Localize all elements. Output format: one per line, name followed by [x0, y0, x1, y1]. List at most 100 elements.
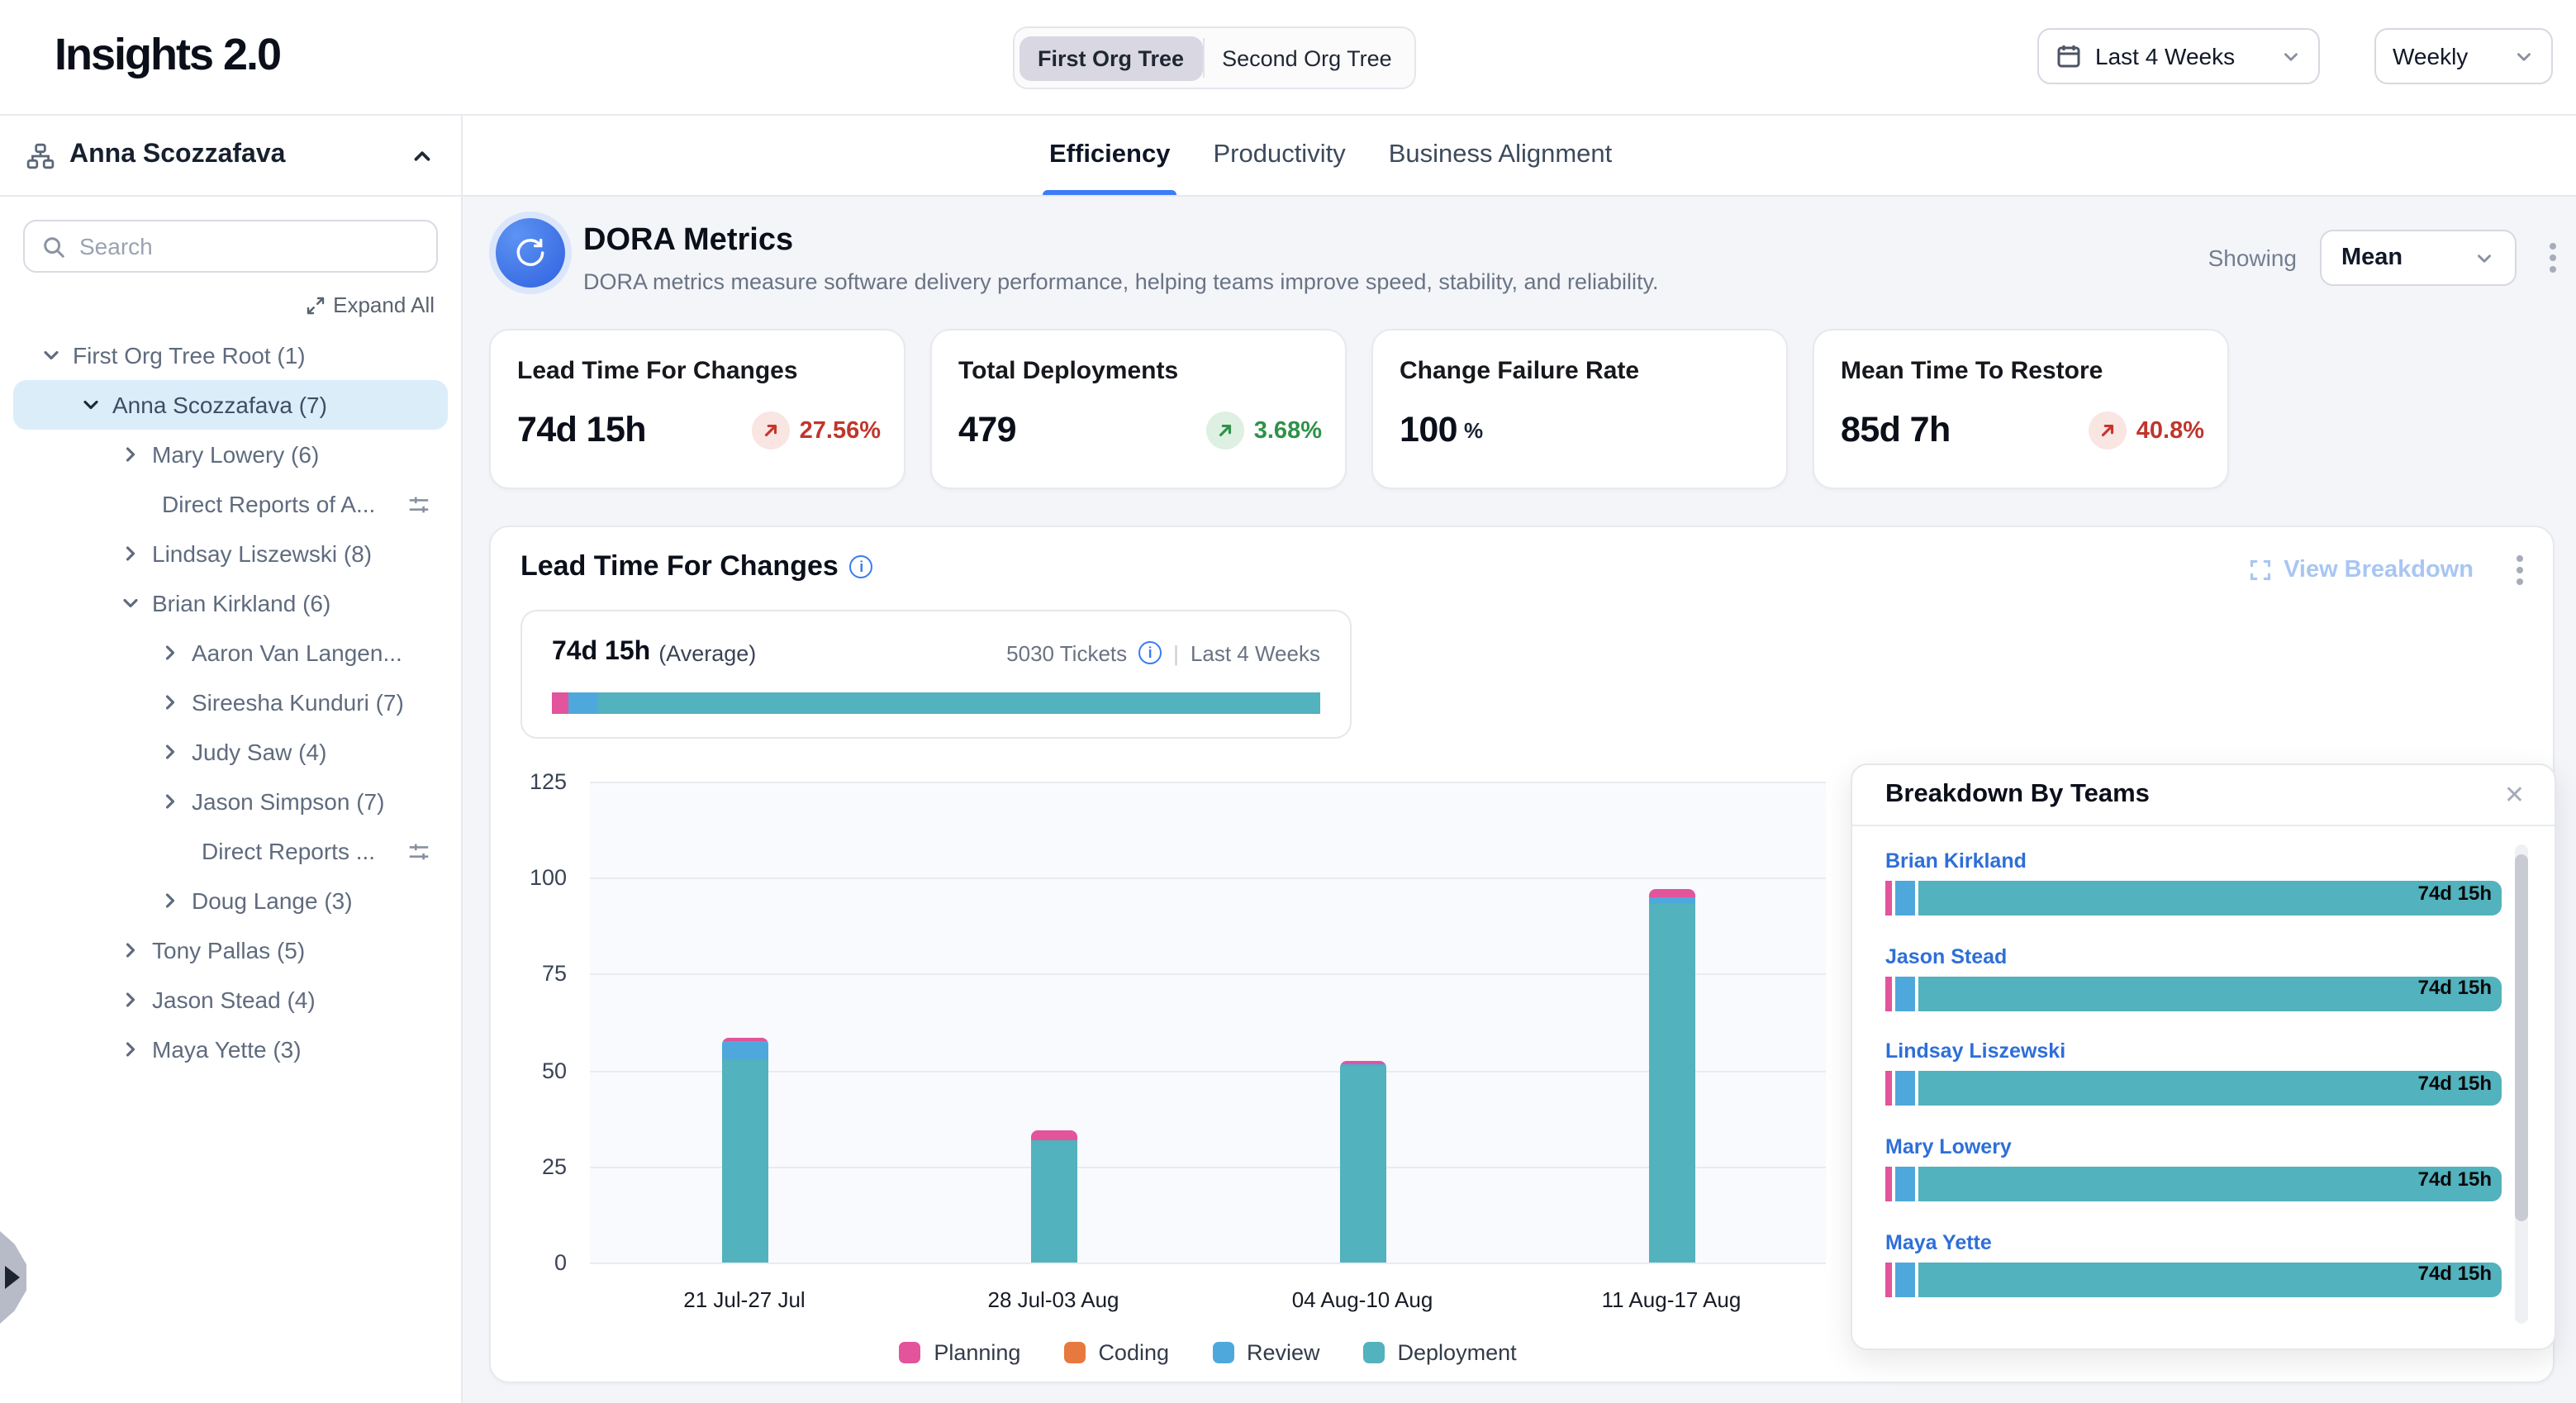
view-breakdown-link[interactable]: View Breakdown	[2249, 557, 2474, 583]
bar-segment-review	[1648, 896, 1694, 905]
bar-04-aug-10-aug[interactable]	[1339, 1060, 1385, 1263]
team-row-brian-kirkland: Brian Kirkland 74d 15h	[1885, 849, 2502, 916]
chevron-right-icon	[119, 939, 142, 962]
chevron-right-icon	[159, 641, 182, 664]
tree-item-judy-saw-4[interactable]: Judy Saw (4)	[13, 727, 448, 777]
bar-segment-planning	[1885, 1262, 1892, 1297]
tree-item-sireesha-kunduri-7[interactable]: Sireesha Kunduri (7)	[13, 678, 448, 727]
tree-item-tony-pallas-5[interactable]: Tony Pallas (5)	[13, 925, 448, 975]
play-arrow-icon	[5, 1266, 20, 1289]
gridline	[590, 877, 1826, 880]
legend-item-planning[interactable]: Planning	[899, 1340, 1020, 1365]
chart-legend: Planning Coding Review Deployment	[590, 1340, 1826, 1365]
search-input[interactable]	[79, 233, 420, 259]
tree-item-aaron-van-langen[interactable]: Aaron Van Langen...	[13, 628, 448, 678]
lead-time-title: Lead Time For Changes	[520, 550, 839, 582]
tab-business-alignment[interactable]: Business Alignment	[1388, 140, 1613, 169]
tree-item-first-org-tree-root-1[interactable]: First Org Tree Root (1)	[13, 331, 448, 380]
bar-28-jul-03-aug[interactable]	[1030, 1130, 1077, 1263]
chart-plot-area	[590, 782, 1826, 1264]
bar-11-aug-17-aug[interactable]	[1648, 889, 1694, 1263]
y-tick-label: 0	[554, 1250, 567, 1275]
legend-swatch	[1212, 1342, 1233, 1363]
showing-dropdown[interactable]: Mean	[2320, 230, 2517, 286]
metric-value: 74d 15h	[517, 410, 647, 449]
chevron-down-icon	[2280, 45, 2302, 67]
team-name-link[interactable]: Lindsay Liszewski	[1885, 1039, 2066, 1063]
bar-segment-deployment	[1918, 1071, 2502, 1106]
filter-icon[interactable]	[406, 839, 431, 863]
tree-item-maya-yette-3[interactable]: Maya Yette (3)	[13, 1025, 448, 1074]
x-axis-labels: 21 Jul-27 Jul 28 Jul-03 Aug 04 Aug-10 Aug 1…	[590, 1287, 1826, 1314]
legend-label: Review	[1247, 1340, 1320, 1365]
average-value: 74d 15h	[552, 638, 651, 666]
date-range-dropdown[interactable]: Last 4 Weeks	[2037, 28, 2320, 84]
tab-efficiency[interactable]: Efficiency	[1042, 116, 1177, 195]
metric-card-lead-time-for-changes: Lead Time For Changes 74d 15h 27.56%	[489, 329, 905, 489]
chevron-right-icon	[119, 1038, 142, 1061]
info-icon[interactable]: i	[1138, 641, 1162, 664]
sidebar-header[interactable]: Anna Scozzafava	[0, 116, 461, 197]
chevron-up-icon[interactable]	[410, 143, 435, 168]
legend-item-review[interactable]: Review	[1212, 1340, 1320, 1365]
org-tree-option-first[interactable]: First Org Tree	[1019, 36, 1203, 80]
bar-21-jul-27-jul[interactable]	[721, 1037, 768, 1263]
avg-bar-segment-planning	[552, 692, 569, 714]
gridline	[590, 1263, 1826, 1264]
info-icon[interactable]: i	[849, 555, 873, 578]
tree-item-label: Lindsay Liszewski (8)	[152, 540, 373, 567]
tree-item-label: First Org Tree Root (1)	[73, 342, 306, 369]
panel-scrollbar-thumb[interactable]	[2515, 854, 2528, 1221]
chevron-down-icon	[79, 393, 102, 416]
tree-item-label: Direct Reports of A...	[162, 491, 376, 517]
bar-segment-planning	[1648, 889, 1694, 897]
content: DORA Metrics DORA metrics measure softwa…	[463, 197, 2576, 1403]
chart-kebab-menu[interactable]	[2507, 549, 2533, 592]
legend-label: Deployment	[1397, 1340, 1517, 1365]
x-tick-label: 21 Jul-27 Jul	[683, 1287, 806, 1312]
tree-item-jason-simpson-7[interactable]: Jason Simpson (7)	[13, 777, 448, 826]
filter-icon[interactable]	[406, 492, 431, 516]
expand-all-link[interactable]: Expand All	[305, 292, 435, 317]
tickets-count: 5030 Tickets	[1006, 640, 1128, 665]
avg-bar-segment-deployment	[597, 692, 1320, 714]
tab-productivity[interactable]: Productivity	[1213, 140, 1346, 169]
close-icon[interactable]: ✕	[2503, 782, 2525, 810]
tree-item-mary-lowery-6[interactable]: Mary Lowery (6)	[13, 430, 448, 479]
org-tree-toggle: First Org Tree Second Org Tree	[1013, 26, 1417, 89]
legend-item-coding[interactable]: Coding	[1063, 1340, 1169, 1365]
team-name-link[interactable]: Mary Lowery	[1885, 1135, 2012, 1159]
tree-item-direct-reports-of-a[interactable]: Direct Reports of A...	[13, 479, 448, 529]
tree-item-lindsay-liszewski-8[interactable]: Lindsay Liszewski (8)	[13, 529, 448, 578]
metric-value: 479	[958, 410, 1017, 449]
org-tree-option-second[interactable]: Second Org Tree	[1222, 45, 1392, 70]
granularity-dropdown[interactable]: Weekly	[2374, 28, 2553, 84]
metric-card-title: Total Deployments	[958, 357, 1179, 385]
team-row-maya-yette: Maya Yette 74d 15h	[1885, 1231, 2502, 1297]
tree-item-doug-lange-3[interactable]: Doug Lange (3)	[13, 876, 448, 925]
tree-item-direct-reports[interactable]: Direct Reports ...	[13, 826, 448, 876]
bar-segment-planning	[1339, 1060, 1385, 1065]
metric-value-row: 85d 7h 40.8%	[1841, 410, 2204, 451]
team-name-link[interactable]: Jason Stead	[1885, 944, 2008, 968]
toggle-divider	[1202, 38, 1205, 78]
sidebar-search	[23, 220, 438, 273]
team-name-link[interactable]: Brian Kirkland	[1885, 849, 2027, 873]
legend-label: Planning	[934, 1340, 1021, 1365]
bar-segment-planning	[1885, 976, 1892, 1011]
metric-card-title: Lead Time For Changes	[517, 357, 798, 385]
top-bar: Insights 2.0 First Org Tree Second Org T…	[0, 0, 2576, 116]
showing-value: Mean	[2341, 245, 2403, 271]
team-stacked-bar: 74d 15h	[1885, 881, 2502, 916]
tree-item-jason-stead-4[interactable]: Jason Stead (4)	[13, 975, 448, 1025]
dora-kebab-menu[interactable]	[2540, 236, 2566, 279]
tree-item-anna-scozzafava-7[interactable]: Anna Scozzafava (7)	[13, 380, 448, 430]
expand-all-row: Expand All	[0, 273, 461, 327]
legend-item-deployment[interactable]: Deployment	[1362, 1340, 1517, 1365]
team-name-link[interactable]: Maya Yette	[1885, 1230, 1992, 1254]
tree-item-brian-kirkland-6[interactable]: Brian Kirkland (6)	[13, 578, 448, 628]
expand-all-label: Expand All	[333, 292, 435, 317]
metric-card-title: Mean Time To Restore	[1841, 357, 2103, 385]
tree-item-label: Brian Kirkland (6)	[152, 590, 331, 616]
chevron-right-icon	[159, 889, 182, 912]
